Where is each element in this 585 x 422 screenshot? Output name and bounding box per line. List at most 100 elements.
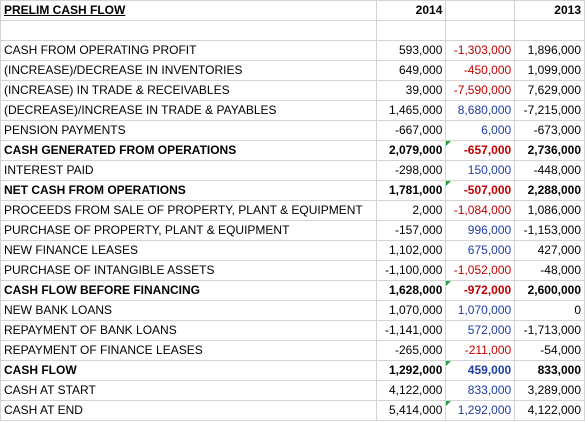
difference-cell[interactable]: -657,000 [445,140,516,161]
title-cell[interactable]: PRELIM CASH FLOW [0,0,377,21]
blank-cell[interactable] [514,20,585,41]
value-2014-cell[interactable]: 1,781,000 [375,180,447,201]
difference-cell[interactable]: -450,000 [445,60,516,81]
header-diff-cell[interactable] [445,0,516,21]
value-2013-cell[interactable]: 0 [514,300,585,321]
table-row: NET CASH FROM OPERATIONS 1,781,000 -507,00… [0,180,585,201]
value-2014-cell[interactable]: 1,465,000 [375,100,447,121]
table-row: INTEREST PAID -298,000 150,000 -448,000 [0,160,585,181]
difference-cell[interactable]: 150,000 [445,160,516,181]
value-2013-cell[interactable]: 1,086,000 [514,200,585,221]
table-row: CASH FROM OPERATING PROFIT 593,000 -1,303,… [0,40,585,61]
row-label-cell[interactable]: NET CASH FROM OPERATIONS [0,180,377,201]
table-row: CASH FLOW BEFORE FINANCING 1,628,000 -972,… [0,280,585,301]
difference-cell[interactable]: 1,292,000 [445,400,516,421]
table-row: CASH FLOW 1,292,000 459,000 833,000 [0,360,585,381]
row-label-cell[interactable]: (INCREASE) IN TRADE & RECEIVABLES [0,80,377,101]
value-2014-cell[interactable]: 1,292,000 [375,360,447,381]
value-2013-cell[interactable]: -54,000 [514,340,585,361]
row-label-cell[interactable]: CASH AT START [0,380,377,401]
value-2014-cell[interactable]: -1,141,000 [375,320,447,341]
difference-cell[interactable]: 572,000 [445,320,516,341]
row-label-cell[interactable]: REPAYMENT OF BANK LOANS [0,320,377,341]
blank-cell[interactable] [445,20,516,41]
difference-cell[interactable]: 1,070,000 [445,300,516,321]
table-row: PURCHASE OF PROPERTY, PLANT & EQUIPMENT -… [0,220,585,241]
value-2014-cell[interactable]: 5,414,000 [375,400,447,421]
value-2013-cell[interactable]: 833,000 [514,360,585,381]
value-2013-cell[interactable]: 2,600,000 [514,280,585,301]
value-2013-cell[interactable]: 2,736,000 [514,140,585,161]
value-2013-cell[interactable]: -7,215,000 [514,100,585,121]
value-2013-cell[interactable]: -48,000 [514,260,585,281]
value-2013-cell[interactable]: -448,000 [514,160,585,181]
table-row: PENSION PAYMENTS -667,000 6,000 -673,000 [0,120,585,141]
value-2013-cell[interactable]: 4,122,000 [514,400,585,421]
value-2014-cell[interactable]: 593,000 [375,40,447,61]
value-2014-cell[interactable]: -265,000 [375,340,447,361]
row-label-cell[interactable]: NEW BANK LOANS [0,300,377,321]
value-2013-cell[interactable]: -1,153,000 [514,220,585,241]
difference-cell[interactable]: -507,000 [445,180,516,201]
row-label-cell[interactable]: CASH FLOW [0,360,377,381]
table-row: (DECREASE)/INCREASE IN TRADE & PAYABLES 1… [0,100,585,121]
value-2014-cell[interactable]: -667,000 [375,120,447,141]
difference-cell[interactable]: 6,000 [445,120,516,141]
value-2013-cell[interactable]: 1,099,000 [514,60,585,81]
value-2013-cell[interactable]: 3,289,000 [514,380,585,401]
value-2013-cell[interactable]: 427,000 [514,240,585,261]
difference-cell[interactable]: -972,000 [445,280,516,301]
blank-cell[interactable] [0,20,377,41]
row-label-cell[interactable]: PROCEEDS FROM SALE OF PROPERTY, PLANT & … [0,200,377,221]
table-row: (INCREASE)/DECREASE IN INVENTORIES 649,00… [0,60,585,81]
value-2013-cell[interactable]: 2,288,000 [514,180,585,201]
value-2014-cell[interactable]: 649,000 [375,60,447,81]
row-label-cell[interactable]: (INCREASE)/DECREASE IN INVENTORIES [0,60,377,81]
value-2014-cell[interactable]: -298,000 [375,160,447,181]
row-label-cell[interactable]: PENSION PAYMENTS [0,120,377,141]
value-2013-cell[interactable]: 7,629,000 [514,80,585,101]
value-2014-cell[interactable]: 1,070,000 [375,300,447,321]
value-2014-cell[interactable]: 1,628,000 [375,280,447,301]
row-label-cell[interactable]: (DECREASE)/INCREASE IN TRADE & PAYABLES [0,100,377,121]
table-row: REPAYMENT OF BANK LOANS -1,141,000 572,000… [0,320,585,341]
difference-cell[interactable]: 833,000 [445,380,516,401]
value-2014-cell[interactable]: 2,000 [375,200,447,221]
difference-cell[interactable]: -1,052,000 [445,260,516,281]
table-row: REPAYMENT OF FINANCE LEASES -265,000 -211,… [0,340,585,361]
blank-cell[interactable] [375,20,447,41]
difference-cell[interactable]: 8,680,000 [445,100,516,121]
difference-cell[interactable]: -1,303,000 [445,40,516,61]
difference-cell[interactable]: 675,000 [445,240,516,261]
row-label-cell[interactable]: PURCHASE OF PROPERTY, PLANT & EQUIPMENT [0,220,377,241]
row-label-cell[interactable]: CASH FROM OPERATING PROFIT [0,40,377,61]
value-2013-cell[interactable]: -1,713,000 [514,320,585,341]
header-2013-cell[interactable]: 2013 [514,0,585,21]
table-row: CASH AT START 4,122,000 833,000 3,289,000 [0,380,585,401]
table-row: PURCHASE OF INTANGIBLE ASSETS -1,100,000-… [0,260,585,281]
value-2014-cell[interactable]: 2,079,000 [375,140,447,161]
row-label-cell[interactable]: CASH GENERATED FROM OPERATIONS [0,140,377,161]
value-2013-cell[interactable]: -673,000 [514,120,585,141]
difference-cell[interactable]: -7,590,000 [445,80,516,101]
value-2014-cell[interactable]: -1,100,000 [375,260,447,281]
value-2014-cell[interactable]: -157,000 [375,220,447,241]
row-label-cell[interactable]: CASH AT END [0,400,377,421]
value-2014-cell[interactable]: 39,000 [375,80,447,101]
row-label-cell[interactable]: REPAYMENT OF FINANCE LEASES [0,340,377,361]
value-2013-cell[interactable]: 1,896,000 [514,40,585,61]
row-label-cell[interactable]: CASH FLOW BEFORE FINANCING [0,280,377,301]
row-label-cell[interactable]: INTEREST PAID [0,160,377,181]
difference-cell[interactable]: 459,000 [445,360,516,381]
difference-cell[interactable]: -1,084,000 [445,200,516,221]
table-row: NEW BANK LOANS 1,070,000 1,070,000 0 [0,300,585,321]
row-label-cell[interactable]: PURCHASE OF INTANGIBLE ASSETS [0,260,377,281]
difference-cell[interactable]: 996,000 [445,220,516,241]
row-label-cell[interactable]: NEW FINANCE LEASES [0,240,377,261]
header-row: PRELIM CASH FLOW 2014 2013 [0,0,585,21]
value-2014-cell[interactable]: 1,102,000 [375,240,447,261]
header-2014-cell[interactable]: 2014 [375,0,447,21]
value-2014-cell[interactable]: 4,122,000 [375,380,447,401]
difference-cell[interactable]: -211,000 [445,340,516,361]
